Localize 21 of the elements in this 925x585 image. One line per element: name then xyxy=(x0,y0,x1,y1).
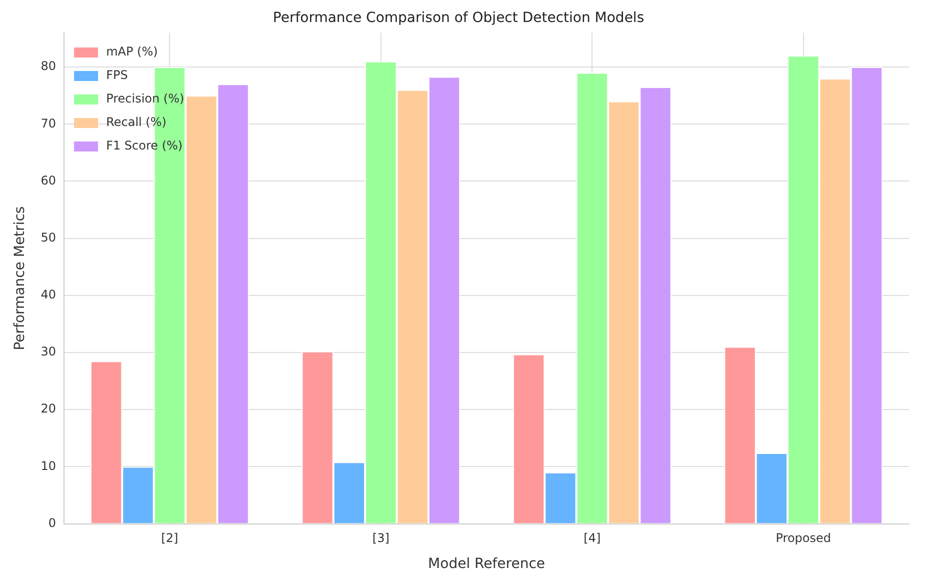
chart-title: Performance Comparison of Object Detection Models xyxy=(272,10,644,26)
y-tick-label: 70 xyxy=(40,116,56,130)
y-tick-label: 80 xyxy=(40,59,56,74)
y-tick-label: 20 xyxy=(40,402,56,416)
y-tick-label: 30 xyxy=(40,344,56,359)
y-axis-title: Performance Metrics xyxy=(12,206,28,350)
x-tick-label: Proposed xyxy=(776,531,832,546)
x-axis-title: Model Reference xyxy=(428,556,546,572)
legend-label: Recall (%) xyxy=(106,115,166,130)
x-tick-label: [4] xyxy=(584,531,601,546)
y-tick-label: 50 xyxy=(40,230,56,244)
y-tick-label: 40 xyxy=(40,288,56,302)
y-tick-label: 0 xyxy=(48,516,56,530)
x-tick-label: [2] xyxy=(161,531,178,546)
y-tick-label: 10 xyxy=(40,458,56,473)
legend-label: F1 Score (%) xyxy=(106,138,183,153)
x-tick-label: [3] xyxy=(372,531,390,546)
legend-label: FPS xyxy=(106,68,128,82)
y-tick-label: 60 xyxy=(40,173,56,188)
legend-label: Precision (%) xyxy=(106,92,184,106)
legend-label: mAP (%) xyxy=(106,44,158,59)
